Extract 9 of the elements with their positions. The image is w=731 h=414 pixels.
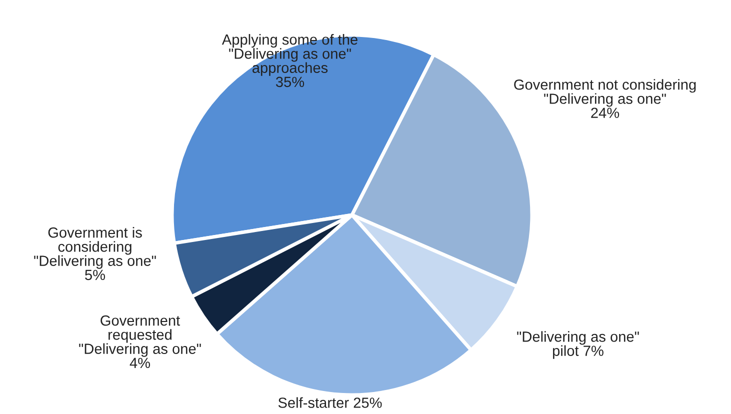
data-label: 4% (130, 358, 150, 368)
data-label: 35% (276, 76, 304, 88)
slice-label: "Delivering as one" pilot 7% (517, 331, 639, 359)
slice-label: Government is considering "Delivering as one" (34, 227, 156, 269)
slice-label: Government requested "Delivering as one" (79, 315, 201, 357)
slice-label: Self-starter 25% (278, 397, 382, 408)
data-label: 24% (591, 108, 620, 118)
data-label: 5% (85, 270, 106, 280)
slice-label: Government not considering "Delivering as one" (514, 79, 696, 107)
